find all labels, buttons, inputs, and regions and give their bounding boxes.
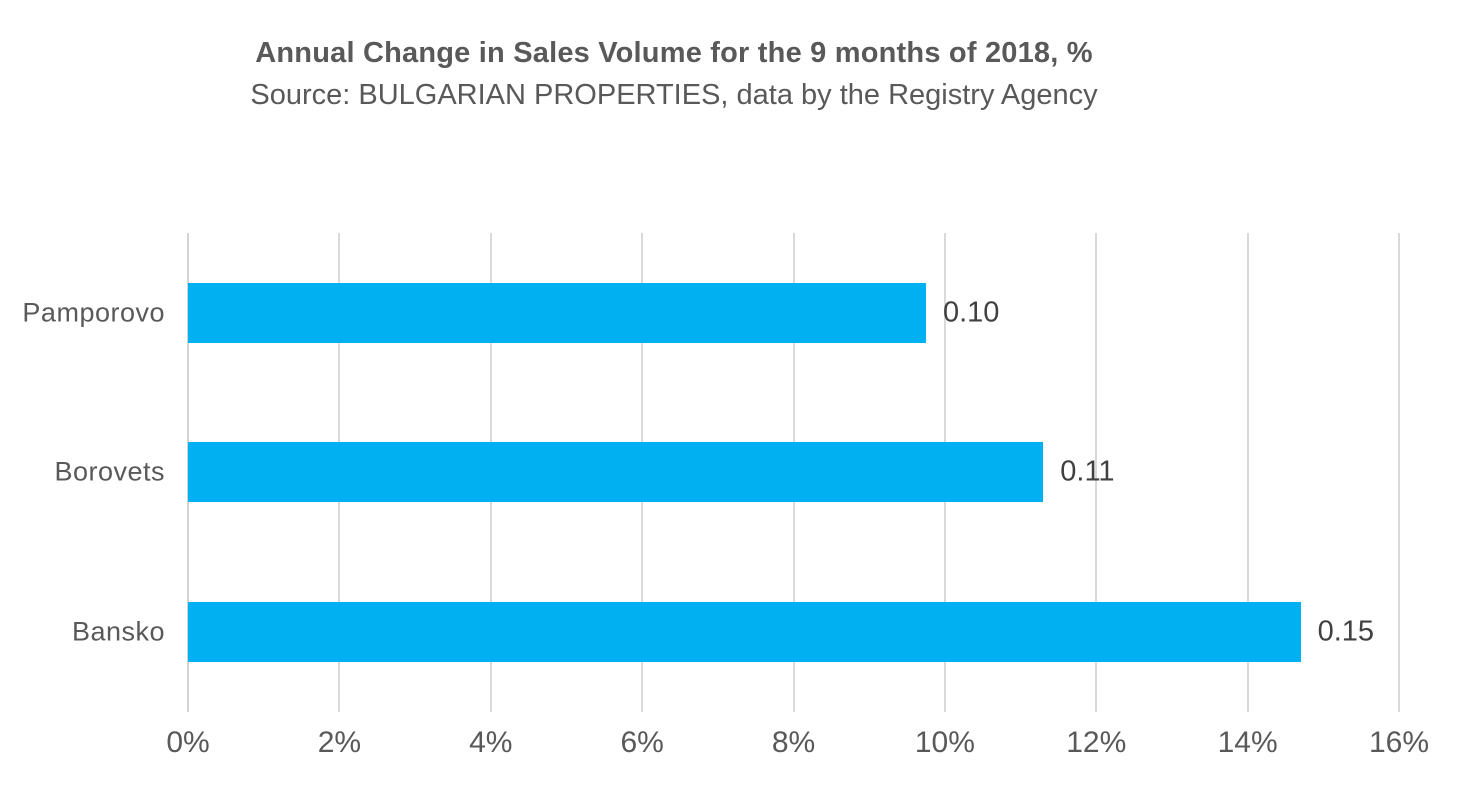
- bar: [188, 282, 926, 343]
- category-label: Pamporovo: [22, 297, 165, 328]
- bar: [188, 442, 1044, 503]
- bar: [188, 602, 1301, 663]
- chart-header: Annual Change in Sales Volume for the 9 …: [0, 34, 1348, 115]
- category-label: Borovets: [54, 456, 165, 487]
- x-axis-tick-label: 12%: [1066, 726, 1127, 759]
- bar-row: Pamporovo 0.10: [22, 233, 1399, 393]
- x-axis-tick-label: 6%: [620, 726, 664, 759]
- category-label: Bansko: [71, 616, 165, 647]
- x-axis-tick-label: 10%: [914, 726, 975, 759]
- bar-row: Bansko 0.15: [72, 552, 1399, 712]
- x-axis-tick-label: 2%: [317, 726, 362, 759]
- bar-value-label: 0.15: [1317, 615, 1375, 648]
- plot-area: Pamporovo 0.10 Borovets 0.11 Bansko 0.15: [22, 233, 1400, 712]
- x-axis: 0% 2% 4% 6% 8% 10% 12% 14% 16%: [166, 726, 1429, 766]
- gridline: [1246, 233, 1249, 712]
- bar-value-label: 0.10: [942, 296, 1000, 329]
- chart-title: Annual Change in Sales Volume for the 9 …: [255, 37, 1093, 69]
- chart-subtitle: Source: BULGARIAN PROPERTIES, data by th…: [250, 79, 1098, 112]
- x-axis-tick-label: 8%: [771, 726, 816, 759]
- bar-row: Borovets 0.11: [54, 393, 1399, 553]
- x-axis-tick-label: 16%: [1368, 726, 1430, 759]
- gridline: [1095, 233, 1098, 712]
- x-axis-tick-label: 14%: [1217, 726, 1278, 759]
- x-axis-tick-label: 4%: [469, 726, 513, 759]
- x-axis-tick-label: 0%: [166, 726, 210, 759]
- gridline: [1398, 233, 1400, 712]
- bar-value-label: 0.11: [1060, 455, 1115, 488]
